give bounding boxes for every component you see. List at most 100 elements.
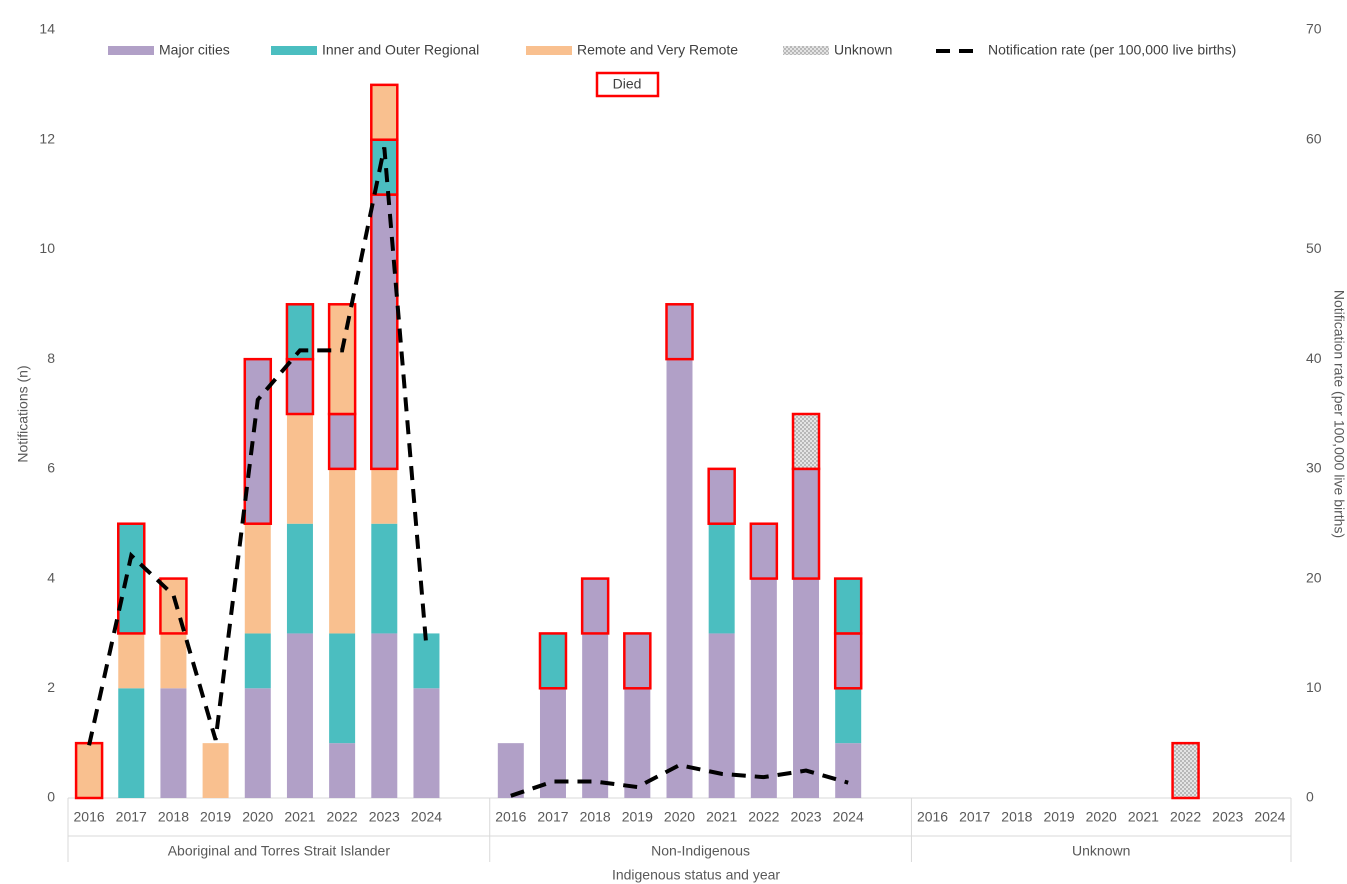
x-tick-label: 2019 xyxy=(1043,809,1074,825)
bar-segment xyxy=(286,414,313,524)
legend-swatch xyxy=(526,46,572,55)
bar-segment xyxy=(413,633,440,689)
died-segment xyxy=(623,632,652,690)
y-tick-label: 2 xyxy=(47,679,55,695)
died-segment xyxy=(791,467,821,580)
x-tick-label: 2018 xyxy=(158,809,189,825)
died-segment xyxy=(833,577,863,635)
x-tick-label: 2020 xyxy=(242,809,273,825)
y2-tick-label: 40 xyxy=(1306,350,1322,366)
x-tick-label: 2021 xyxy=(706,809,737,825)
bar-segment xyxy=(371,523,398,634)
bar-segment xyxy=(286,523,313,634)
x-tick-label: 2018 xyxy=(580,809,611,825)
legend-label: Remote and Very Remote xyxy=(577,42,738,58)
y2-tick-label: 0 xyxy=(1306,789,1314,805)
died-segment xyxy=(791,412,821,471)
y2-axis-title: Notification rate (per 100,000 live birt… xyxy=(1331,290,1347,538)
died-segment xyxy=(1171,741,1200,800)
x-tick-label: 2017 xyxy=(116,809,147,825)
x-tick-label: 2021 xyxy=(1128,809,1159,825)
x-tick-label: 2021 xyxy=(284,809,315,825)
x-tick-label: 2018 xyxy=(1001,809,1032,825)
died-segment xyxy=(74,741,104,800)
legend-label: Unknown xyxy=(834,42,892,58)
x-tick-label: 2020 xyxy=(1086,809,1117,825)
died-segment xyxy=(285,303,315,361)
died-segment xyxy=(327,303,357,416)
x-axis-title: Indigenous status and year xyxy=(612,867,780,883)
x-tick-label: 2023 xyxy=(790,809,821,825)
y-tick-label: 6 xyxy=(47,460,55,476)
y-tick-label: 0 xyxy=(47,789,55,805)
died-segment xyxy=(707,467,736,525)
bar-segment xyxy=(244,688,271,798)
died-legend-label: Died xyxy=(613,76,642,92)
bar-segment xyxy=(371,468,398,524)
bar-segment xyxy=(118,633,145,689)
y2-tick-label: 20 xyxy=(1306,569,1322,585)
x-tick-label: 2016 xyxy=(917,809,948,825)
x-tick-label: 2023 xyxy=(369,809,400,825)
bar-segment xyxy=(624,688,651,798)
x-tick-label: 2023 xyxy=(1212,809,1243,825)
group-label: Non-Indigenous xyxy=(651,843,750,859)
x-tick-label: 2017 xyxy=(959,809,990,825)
legend-label: Major cities xyxy=(159,42,230,58)
died-segment xyxy=(327,412,357,471)
legend-swatch xyxy=(783,46,829,55)
died-segment xyxy=(370,193,399,471)
y-tick-label: 8 xyxy=(47,350,55,366)
x-tick-label: 2024 xyxy=(833,809,864,825)
died-segment xyxy=(243,357,273,525)
x-tick-label: 2019 xyxy=(622,809,653,825)
y2-tick-label: 60 xyxy=(1306,130,1322,146)
x-tick-label: 2019 xyxy=(200,809,231,825)
died-segment xyxy=(665,303,694,361)
y2-tick-label: 30 xyxy=(1306,460,1322,476)
died-segment xyxy=(538,632,568,690)
legend-swatch xyxy=(108,46,154,55)
y-tick-label: 10 xyxy=(39,240,55,256)
x-tick-label: 2016 xyxy=(495,809,526,825)
x-tick-label: 2024 xyxy=(411,809,442,825)
bar-segment xyxy=(793,578,820,798)
died-segment xyxy=(370,83,399,141)
died-segment xyxy=(285,357,315,416)
bar-segment xyxy=(666,359,693,798)
y2-tick-label: 50 xyxy=(1306,240,1322,256)
bar-segment xyxy=(750,578,777,798)
x-tick-label: 2024 xyxy=(1254,809,1285,825)
y2-tick-label: 70 xyxy=(1306,21,1322,37)
bar-segment xyxy=(708,523,735,634)
bar-segment xyxy=(413,688,440,798)
legend-label: Inner and Outer Regional xyxy=(322,42,479,58)
died-segment xyxy=(833,632,863,690)
died-segment xyxy=(117,522,146,635)
bar-segment xyxy=(244,633,271,689)
bar-segment xyxy=(329,468,356,634)
bar-segment xyxy=(244,523,271,634)
bar-segment xyxy=(329,633,356,744)
x-tick-label: 2020 xyxy=(664,809,695,825)
legend-label: Notification rate (per 100,000 live birt… xyxy=(988,42,1236,58)
died-segment xyxy=(749,522,779,580)
bar-segment xyxy=(329,743,356,798)
x-tick-label: 2022 xyxy=(327,809,358,825)
bar-segment xyxy=(835,688,862,744)
bar-segment xyxy=(497,743,524,798)
group-label: Unknown xyxy=(1072,843,1130,859)
y-tick-label: 12 xyxy=(39,130,55,146)
bar-segment xyxy=(286,633,313,798)
rate-line xyxy=(87,146,849,798)
bar-segment xyxy=(118,688,145,798)
y-tick-label: 4 xyxy=(47,569,55,585)
x-tick-label: 2022 xyxy=(748,809,779,825)
bar-segment xyxy=(371,633,398,798)
died-segment xyxy=(580,577,610,635)
bar-segment xyxy=(835,743,862,798)
x-tick-label: 2016 xyxy=(74,809,105,825)
bar-segment xyxy=(202,743,229,798)
y2-tick-label: 10 xyxy=(1306,679,1322,695)
